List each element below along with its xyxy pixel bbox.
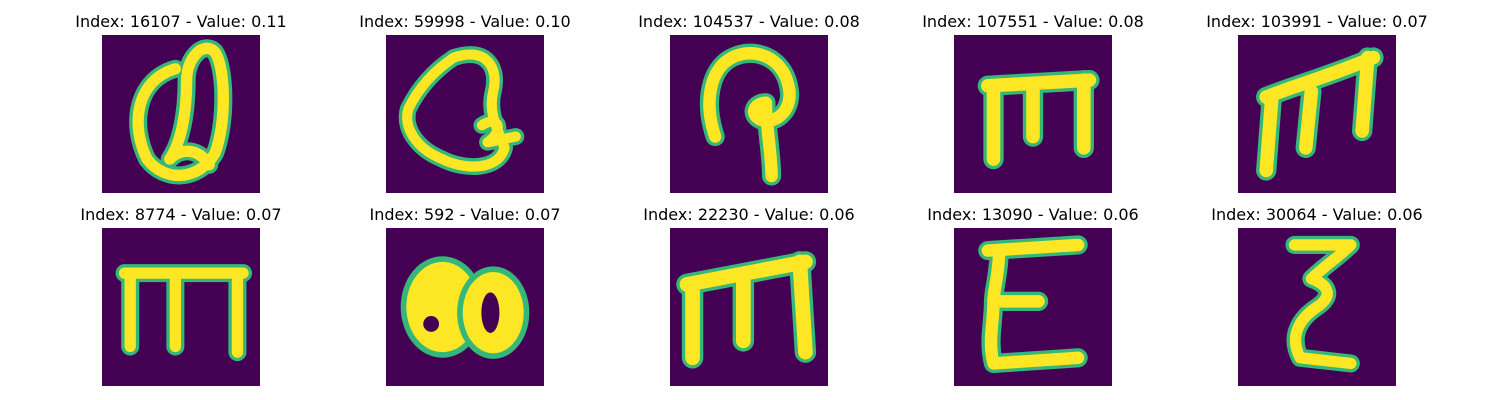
panel-title: Index: 104537 - Value: 0.08 bbox=[638, 12, 860, 31]
index-value: 13090 bbox=[981, 205, 1033, 224]
index-value: 8774 bbox=[134, 205, 176, 224]
index-value: 16107 bbox=[129, 12, 181, 31]
panel-title: Index: 30064 - Value: 0.06 bbox=[1211, 205, 1423, 224]
score-value: 0.07 bbox=[1392, 12, 1428, 31]
panel-9: Index: 13090 - Value: 0.06 bbox=[893, 205, 1173, 395]
panel-3: Index: 104537 - Value: 0.08 bbox=[609, 12, 889, 202]
glyph-image bbox=[954, 228, 1112, 386]
score-value: 0.06 bbox=[819, 205, 855, 224]
panel-8: Index: 22230 - Value: 0.06 bbox=[609, 205, 889, 395]
index-value: 107551 bbox=[976, 12, 1038, 31]
panel-5: Index: 103991 - Value: 0.07 bbox=[1177, 12, 1457, 202]
index-value: 104537 bbox=[692, 12, 754, 31]
glyph-image bbox=[102, 35, 260, 193]
glyph-image bbox=[1238, 35, 1396, 193]
glyph-image bbox=[1238, 228, 1396, 386]
score-value: 0.06 bbox=[1387, 205, 1423, 224]
glyph-image bbox=[386, 35, 544, 193]
glyph-image bbox=[670, 35, 828, 193]
panel-title: Index: 107551 - Value: 0.08 bbox=[922, 12, 1144, 31]
panel-4: Index: 107551 - Value: 0.08 bbox=[893, 12, 1173, 202]
panel-6: Index: 8774 - Value: 0.07 bbox=[41, 205, 321, 395]
panel-title: Index: 13090 - Value: 0.06 bbox=[927, 205, 1139, 224]
panel-title: Index: 59998 - Value: 0.10 bbox=[359, 12, 571, 31]
score-value: 0.08 bbox=[1108, 12, 1144, 31]
index-value: 103991 bbox=[1260, 12, 1322, 31]
panel-1: Index: 16107 - Value: 0.11 bbox=[41, 12, 321, 202]
panel-title: Index: 16107 - Value: 0.11 bbox=[75, 12, 287, 31]
panel-7: Index: 592 - Value: 0.07 bbox=[325, 205, 605, 395]
panel-title: Index: 592 - Value: 0.07 bbox=[369, 205, 561, 224]
index-value: 30064 bbox=[1265, 205, 1317, 224]
score-value: 0.08 bbox=[824, 12, 860, 31]
glyph-image bbox=[102, 228, 260, 386]
glyph-image bbox=[670, 228, 828, 386]
panel-title: Index: 8774 - Value: 0.07 bbox=[80, 205, 282, 224]
panel-title: Index: 22230 - Value: 0.06 bbox=[643, 205, 855, 224]
score-value: 0.06 bbox=[1103, 205, 1139, 224]
panel-title: Index: 103991 - Value: 0.07 bbox=[1206, 12, 1428, 31]
score-value: 0.11 bbox=[251, 12, 287, 31]
panel-10: Index: 30064 - Value: 0.06 bbox=[1177, 205, 1457, 395]
index-value: 59998 bbox=[413, 12, 465, 31]
panel-2: Index: 59998 - Value: 0.10 bbox=[325, 12, 605, 202]
glyph-image bbox=[954, 35, 1112, 193]
glyph-image bbox=[386, 228, 544, 386]
score-value: 0.07 bbox=[524, 205, 561, 224]
index-value: 22230 bbox=[697, 205, 749, 224]
score-value: 0.10 bbox=[535, 12, 571, 31]
index-value: 592 bbox=[424, 205, 455, 224]
score-value: 0.07 bbox=[245, 205, 282, 224]
